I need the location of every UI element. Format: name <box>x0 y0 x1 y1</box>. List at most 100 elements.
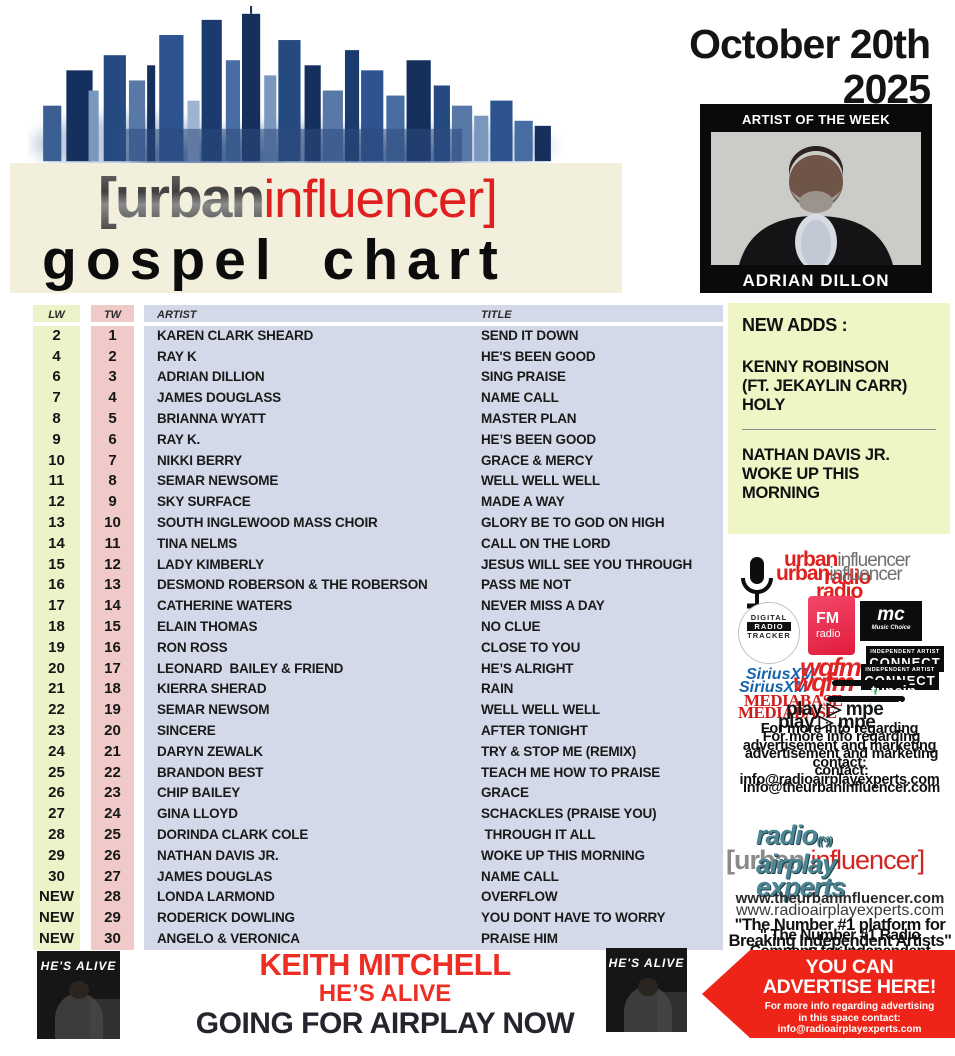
song-title: MASTER PLAN <box>481 408 723 430</box>
song-title: CLOSE TO YOU <box>481 637 723 659</box>
column-gap <box>80 845 91 867</box>
last-week-rank: 27 <box>33 804 80 825</box>
song-title: THROUGH IT ALL <box>481 824 723 846</box>
column-gap <box>134 346 144 368</box>
column-gap <box>80 824 91 846</box>
new-adds-heading: NEW ADDS : <box>742 315 848 335</box>
footer-brand-block: [urban influencer] radio((ᵒ)) airplay ex… <box>726 822 954 979</box>
artist-of-week-label: ARTIST OF THE WEEK <box>741 112 891 127</box>
column-gap <box>134 908 144 929</box>
artist-name: LEONARD BAILEY & FRIEND <box>144 658 481 680</box>
influencer-text: influencer <box>837 550 910 571</box>
album-art-hes-alive-left: HE'S ALIVE <box>37 951 120 1039</box>
new-add-artist: NATHAN DAVIS JR. <box>742 446 890 464</box>
influencer-text: influencer <box>829 564 902 585</box>
column-gap <box>80 700 91 721</box>
column-gap <box>80 783 91 805</box>
column-gap <box>80 720 91 742</box>
column-gap <box>134 762 144 784</box>
last-week-rank: 20 <box>33 658 80 680</box>
column-gap <box>134 554 144 576</box>
column-gap <box>134 492 144 513</box>
album-title-text: HE'S ALIVE <box>608 956 685 970</box>
column-gap <box>134 575 144 597</box>
artist-name: NIKKI BERRY <box>144 450 481 472</box>
urban-influencer-logo: [urbaninfluencer] <box>98 165 498 231</box>
song-title: PRAISE HIM <box>481 928 723 950</box>
artist-name: BRANDON BEST <box>144 762 481 784</box>
artist-name: TINA NELMS <box>144 533 481 555</box>
this-week-rank: 3 <box>91 367 134 389</box>
column-header-tw: TW <box>91 305 134 322</box>
column-gap <box>80 305 91 322</box>
this-week-rank: 1 <box>91 325 134 347</box>
column-gap <box>134 928 144 950</box>
radio-text: radio <box>824 566 871 589</box>
artist-name: RON ROSS <box>144 637 481 659</box>
rae-radio-text: radio <box>756 820 818 850</box>
advertise-here-arrow[interactable]: YOU CAN ADVERTISE HERE! For more info re… <box>702 950 955 1038</box>
new-add-detail: (FT. JEKAYLIN CARR) <box>742 377 908 395</box>
column-gap <box>80 616 91 638</box>
column-header-title: TITLE <box>481 305 723 322</box>
last-week-rank: 22 <box>33 700 80 721</box>
mc-text: mc <box>877 604 905 625</box>
advertise-small1: For more info regarding advertising <box>764 1001 935 1012</box>
column-gap <box>134 679 144 701</box>
new-add-entry: KENNY ROBINSON (FT. JEKAYLIN CARR) HOLY <box>742 358 912 415</box>
last-week-rank: 18 <box>33 616 80 638</box>
music-choice-text: Music Choice <box>871 625 911 631</box>
url-theurbaninfluencer[interactable]: www.theurbaninfluencer.com <box>735 890 945 907</box>
advertise-email[interactable]: info@radioairplayexperts.com <box>777 1024 922 1035</box>
column-gap <box>134 804 144 825</box>
chart-table: LW TW ARTIST TITLE 2 1 KAREN CLARK SHEAR… <box>33 305 723 950</box>
date-line1: October 20th <box>689 21 931 67</box>
last-week-rank: 10 <box>33 450 80 472</box>
this-week-rank: 26 <box>91 845 134 867</box>
siriusxm-logo: SiriusXM <box>746 666 815 683</box>
this-week-rank: 2 <box>91 346 134 368</box>
artist-of-week-box: ARTIST OF THE WEEK ADRIAN DILLON <box>700 104 932 293</box>
album-art-hes-alive-right: HE'S ALIVE <box>606 948 687 1032</box>
last-week-rank: 2 <box>33 325 80 347</box>
connect-top-text: INDEPENDENT ARTIST <box>865 667 935 673</box>
this-week-rank: 27 <box>91 866 134 888</box>
urban-influencer-logo-ghost: [urban influencer] <box>726 845 925 876</box>
column-gap <box>134 533 144 555</box>
contact-line: For more info regarding <box>762 729 921 745</box>
column-gap <box>134 325 144 347</box>
column-gap <box>80 658 91 680</box>
column-gap <box>134 824 144 846</box>
urban-influencer-radio-logo-ghost: urbaninfluencer radio <box>776 562 903 603</box>
last-week-rank: 30 <box>33 866 80 888</box>
artist-name: SINCERE <box>144 720 481 742</box>
going-for-airplay-promo: KEITH MITCHELL HE’S ALIVE GOING FOR AIRP… <box>150 948 620 1041</box>
column-gap <box>134 429 144 451</box>
chart-rows: 2 1 KAREN CLARK SHEARD SEND IT DOWN 4 2 … <box>33 325 723 950</box>
this-week-rank: 6 <box>91 429 134 451</box>
album-figure-head-graphic <box>69 981 89 999</box>
column-gap <box>80 762 91 784</box>
url-radioairplayexperts[interactable]: www.radioairplayexperts.com <box>735 902 945 919</box>
urban-influencer-radio-logo: urbaninfluencer radio <box>784 548 911 589</box>
fm-radio-text: radio <box>816 628 841 640</box>
column-gap <box>134 658 144 680</box>
urban-text: urban <box>776 562 830 585</box>
advertise-line1: YOU CAN <box>805 956 894 978</box>
digital-radio-tracker-logo: DIGITAL RADIO TRACKER <box>738 602 800 664</box>
drt-tracker: TRACKER <box>747 631 791 640</box>
song-title: OVERFLOW <box>481 887 723 909</box>
promo-artist: KEITH MITCHELL <box>259 947 511 982</box>
column-gap <box>134 887 144 909</box>
this-week-rank: 4 <box>91 388 134 409</box>
album-figure-head-graphic <box>638 978 658 996</box>
contact-email-radioairplay[interactable]: info@radioairplayexperts.com <box>739 772 940 788</box>
new-add-title: HOLY <box>742 396 786 414</box>
song-title: PASS ME NOT <box>481 575 723 597</box>
this-week-rank: 18 <box>91 679 134 701</box>
song-title: WELL WELL WELL <box>481 700 723 721</box>
this-week-rank: 23 <box>91 783 134 805</box>
contact-email-urbaninfluencer[interactable]: info@theurbaninfluencer.com <box>743 780 940 796</box>
contact-info-block: For more info regarding advertisement an… <box>726 721 953 825</box>
artist-name: CATHERINE WATERS <box>144 596 481 617</box>
